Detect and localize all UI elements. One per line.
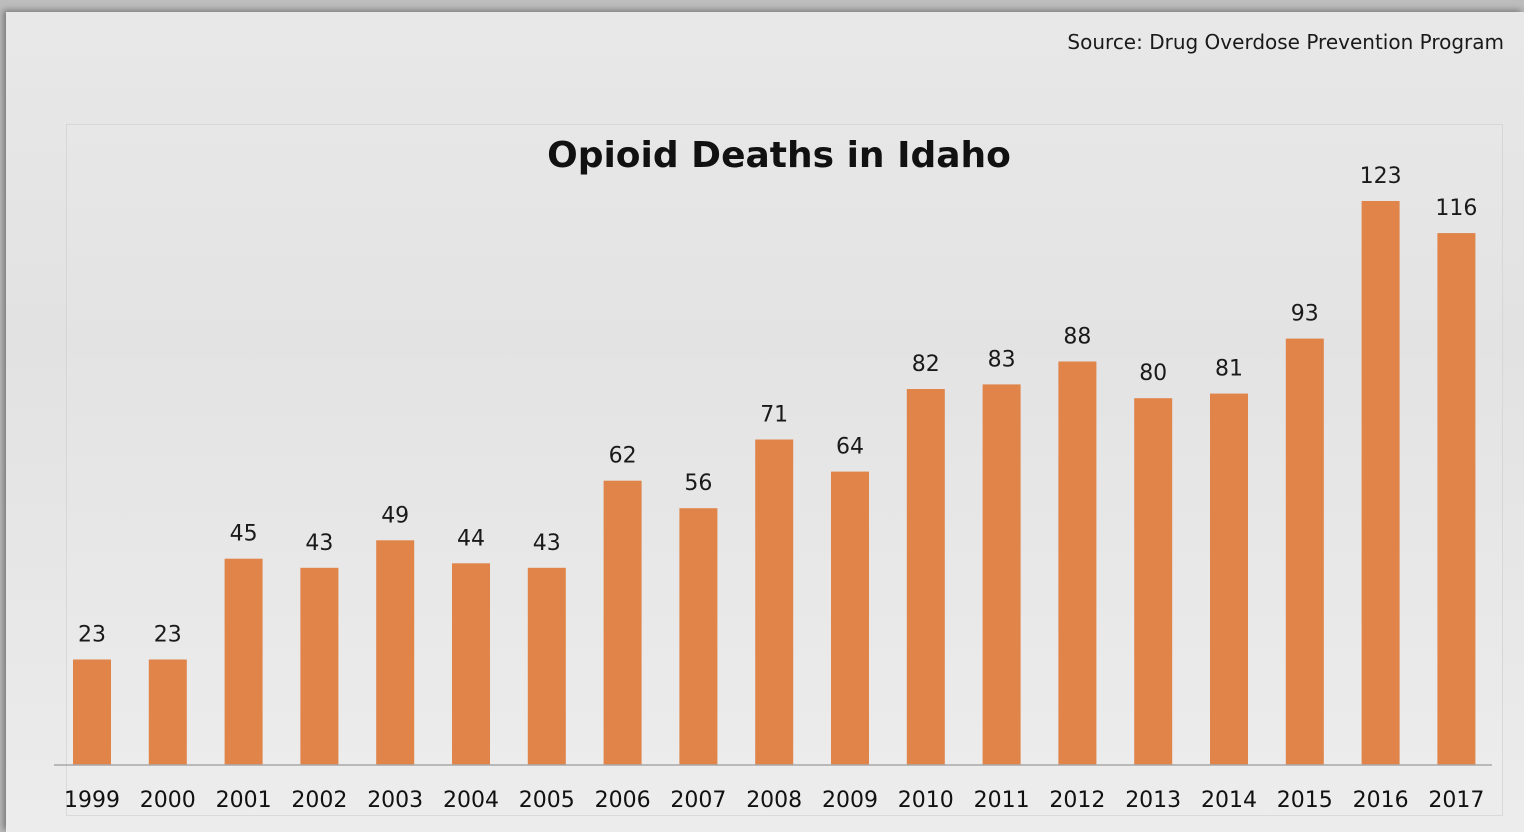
- data-label-2000: 23: [154, 623, 182, 648]
- source-note: Source: Drug Overdose Prevention Program: [1067, 30, 1504, 54]
- chart-title: Opioid Deaths in Idaho: [547, 135, 1011, 176]
- data-label-2001: 45: [230, 522, 258, 547]
- bar-2015: [1285, 338, 1324, 765]
- bar-2007: [679, 508, 718, 765]
- x-tick-2004: 2004: [443, 788, 499, 813]
- x-tick-2011: 2011: [974, 788, 1030, 813]
- data-label-2007: 56: [684, 471, 712, 496]
- x-tick-2017: 2017: [1428, 788, 1484, 813]
- bar-2001: [224, 558, 263, 765]
- bar-2011: [982, 384, 1021, 765]
- data-label-2014: 81: [1215, 357, 1243, 382]
- bar-group: 23 23 45 43 49 44 43 62 56 71 64 82 83 88 80 81 93 123 116: [73, 164, 1477, 766]
- data-label-2008: 71: [760, 403, 788, 428]
- bar-2012: [1058, 361, 1097, 765]
- data-label-2004: 44: [457, 526, 485, 551]
- data-label-2006: 62: [609, 444, 637, 469]
- bar-2014: [1210, 393, 1248, 765]
- bar-2009: [831, 471, 869, 765]
- x-tick-2007: 2007: [670, 788, 726, 813]
- bar-2003: [376, 540, 415, 765]
- bar-2002: [300, 567, 339, 765]
- x-tick-2002: 2002: [291, 788, 347, 813]
- x-tick-2006: 2006: [595, 788, 651, 813]
- x-tick-2016: 2016: [1353, 788, 1409, 813]
- x-tick-2015: 2015: [1277, 788, 1333, 813]
- x-tick-2001: 2001: [216, 788, 272, 813]
- data-label-2003: 49: [381, 503, 409, 528]
- bar-2006: [603, 480, 642, 765]
- data-label-2005: 43: [533, 531, 561, 556]
- x-tick-2013: 2013: [1125, 788, 1181, 813]
- data-label-2009: 64: [836, 435, 864, 460]
- data-label-2017: 116: [1435, 196, 1477, 221]
- x-tick-2008: 2008: [746, 788, 802, 813]
- x-tick-group: 1999 2000 2001 2002 2003 2004 2005 2006 2007 2008…: [64, 788, 1484, 813]
- data-label-1999: 23: [78, 623, 106, 648]
- x-tick-1999: 1999: [64, 788, 120, 813]
- x-tick-2010: 2010: [898, 788, 954, 813]
- x-tick-2012: 2012: [1049, 788, 1105, 813]
- bar-2017: [1437, 233, 1476, 766]
- x-tick-2000: 2000: [140, 788, 196, 813]
- data-label-2015: 93: [1291, 302, 1319, 327]
- data-label-2011: 83: [988, 347, 1016, 372]
- bar-1999: [73, 659, 111, 765]
- bar-2010: [906, 389, 945, 765]
- data-label-2013: 80: [1139, 361, 1167, 386]
- x-tick-2005: 2005: [519, 788, 575, 813]
- data-label-2002: 43: [305, 531, 333, 556]
- x-tick-2009: 2009: [822, 788, 878, 813]
- bar-2000: [148, 659, 187, 765]
- data-label-2012: 88: [1063, 325, 1091, 350]
- bar-2013: [1134, 398, 1173, 765]
- data-label-2010: 82: [912, 352, 940, 377]
- bar-2008: [755, 439, 794, 765]
- data-label-2016: 123: [1360, 164, 1402, 189]
- bar-2005: [527, 567, 566, 765]
- x-tick-2014: 2014: [1201, 788, 1257, 813]
- bar-2004: [452, 563, 490, 765]
- x-tick-2003: 2003: [367, 788, 423, 813]
- bar-2016: [1361, 201, 1400, 765]
